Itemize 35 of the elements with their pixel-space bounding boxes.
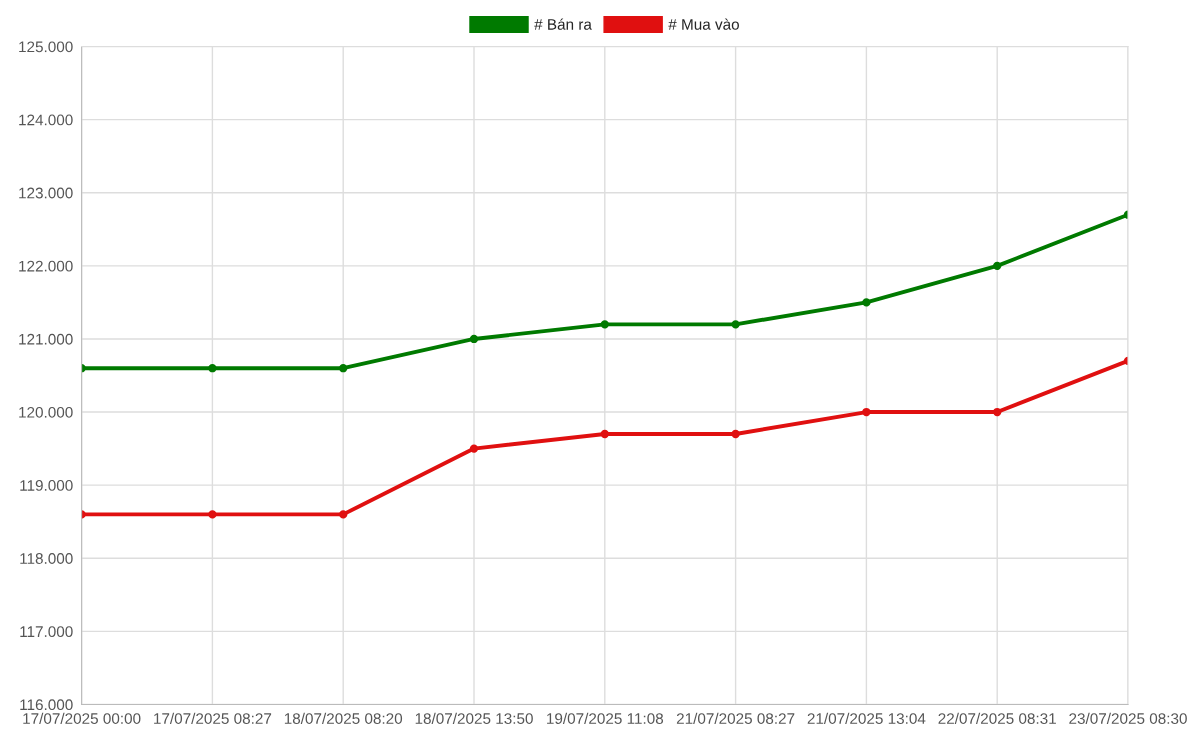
legend-label: # Bán ra <box>534 18 592 30</box>
point <box>339 364 348 373</box>
point <box>731 429 740 439</box>
x-tick-label: 18/07/2025 08:20 <box>284 712 403 724</box>
point <box>600 429 609 439</box>
point <box>469 444 479 453</box>
x-tick-label: 21/07/2025 08:27 <box>676 712 795 724</box>
y-tick-label: 124.000 <box>19 114 73 126</box>
point <box>208 510 217 519</box>
point <box>862 407 871 417</box>
y-tick-label: 119.000 <box>20 480 73 491</box>
y-tick-label: 116.000 <box>20 699 73 711</box>
y-tick-label: 117.000 <box>20 626 73 638</box>
y-tick-label: 125.000 <box>19 41 73 53</box>
y-tick-label: 123.000 <box>19 187 73 199</box>
point <box>731 320 740 329</box>
point <box>469 334 479 344</box>
x-tick-label: 17/07/2025 00:00 <box>23 712 141 724</box>
y-tick-label: 120.000 <box>19 406 73 418</box>
x-tick-label: 21/07/2025 13:04 <box>807 712 926 724</box>
point <box>600 320 609 329</box>
point <box>993 407 1002 417</box>
y-tick-label: 122.000 <box>19 260 73 272</box>
point <box>993 261 1002 271</box>
x-tick-label: 22/07/2025 08:31 <box>938 712 1056 724</box>
point <box>339 510 348 519</box>
x-tick-label: 23/07/2025 08:30 <box>1069 712 1187 724</box>
point <box>208 364 217 373</box>
x-tick-label: 18/07/2025 13:50 <box>415 712 533 724</box>
point <box>862 298 871 307</box>
legend-label: # Mua vào <box>668 18 739 30</box>
y-tick-label: 121.000 <box>19 333 73 345</box>
x-tick-label: 17/07/2025 08:27 <box>154 712 272 724</box>
y-tick-label: 118.000 <box>20 553 73 564</box>
x-tick-label: 19/07/2025 11:08 <box>547 712 664 724</box>
